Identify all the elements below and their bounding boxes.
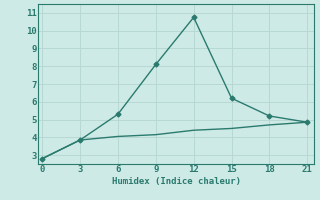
X-axis label: Humidex (Indice chaleur): Humidex (Indice chaleur) xyxy=(111,177,241,186)
